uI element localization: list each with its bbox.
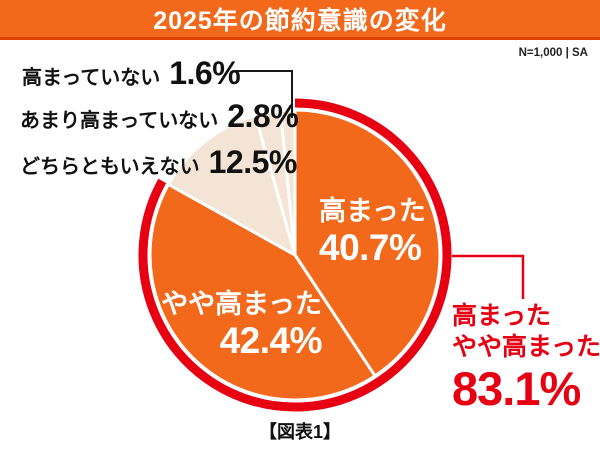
combined-label-2: やや高まった [452,333,600,361]
slice-name-label: やや高まった [161,289,322,319]
pie-slice-takamatte-inai [278,108,297,257]
title-banner: 2025年の節約意識の変化 [0,0,600,40]
inner-label-yaya-takamatta: やや高まった 42.4% [134,288,322,361]
pie-slice-yaya-takamatta [148,182,377,402]
combined-value: 83.1% [452,362,581,415]
leader-line-takamatte-inai [233,70,293,118]
slice-name-label: 高まった [319,196,426,226]
external-label-takamatte-inai: 高まっていない 1.6% [22,55,241,92]
sample-size-note: N=1,000 | SA [518,47,588,59]
highlight-ring [138,98,452,412]
inner-label-takamatta: 高まった 40.7% [319,195,426,268]
slice-value-label: 40.7% [319,227,422,268]
slice-value-label: 2.8% [227,98,299,134]
slice-value-label: 12.5% [208,144,298,180]
figure-caption: 【図表1】 [258,422,341,442]
combined-annotation: 高まった やや高まった 83.1% [452,301,600,415]
leader-line-combined [452,254,525,299]
slice-name-label: 高まっていない [22,67,161,89]
pie-slices [148,108,442,402]
external-label-dochira-tomo-ienai: どちらともいえない 12.5% [20,144,297,181]
slice-value-label: 1.6% [169,55,241,91]
page-title: 2025年の節約意識の変化 [153,6,447,35]
external-label-amari-takamatte-inai: あまり高まっていない 2.8% [20,98,299,135]
slice-value-label: 42.4% [219,320,323,361]
slice-name-label: どちらともいえない [20,156,200,178]
combined-label-1: 高まった [452,302,552,330]
slice-name-label: あまり高まっていない [20,110,219,132]
pie-slice-dochira-tomo-ienai [166,114,297,257]
